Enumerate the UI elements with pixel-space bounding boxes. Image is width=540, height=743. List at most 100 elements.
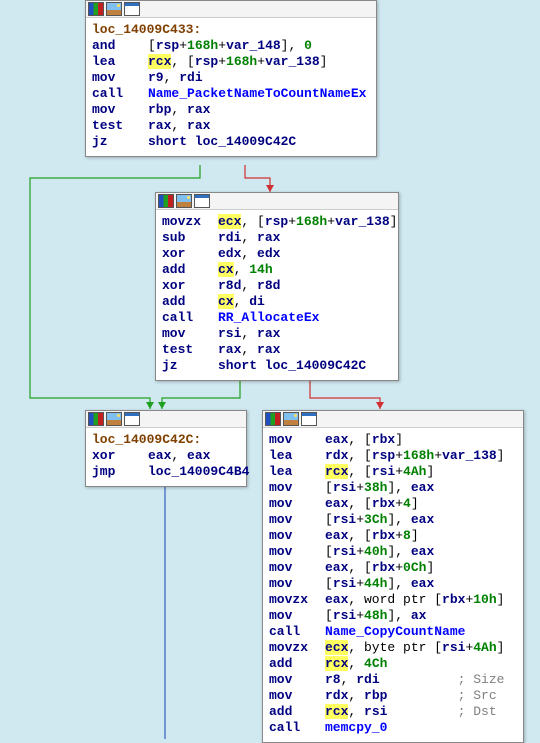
- operand-plain: , [: [348, 528, 371, 543]
- operand-reg: rsp: [265, 214, 288, 229]
- operand-num: 168h: [187, 38, 218, 53]
- mnemonic: add: [269, 656, 325, 672]
- operand-plain: , [: [171, 54, 194, 69]
- operand-plain: +: [257, 54, 265, 69]
- operand-plain: ,: [171, 448, 187, 463]
- operand-func: Name_CopyCountName: [325, 624, 465, 639]
- mnemonic: mov: [269, 576, 325, 592]
- asm-block[interactable]: movzxecx, [rsp+168h+var_138]subrdi, raxx…: [155, 192, 399, 381]
- operand-reg: rax: [218, 342, 241, 357]
- asm-line: movr9, rdi: [92, 70, 370, 86]
- operand-plain: +: [356, 480, 364, 495]
- operand-plain: ],: [387, 480, 410, 495]
- asm-line: mov[rsi+40h], eax: [269, 544, 517, 560]
- operand-reg: edx: [218, 246, 241, 261]
- mnemonic: xor: [162, 246, 218, 262]
- asm-line: movrsi, rax: [162, 326, 392, 342]
- operand-num: 4Ah: [473, 640, 496, 655]
- edge-arrow: [266, 185, 274, 192]
- photo-icon[interactable]: [176, 194, 192, 208]
- palette-icon[interactable]: [158, 194, 174, 208]
- operand-reg: eax: [411, 512, 434, 527]
- operand-plain: ,: [164, 70, 180, 85]
- operand-plain: +: [179, 38, 187, 53]
- operand-reg: eax: [187, 448, 210, 463]
- window-icon[interactable]: [194, 194, 210, 208]
- block-header[interactable]: [263, 411, 523, 428]
- operand-hl: rcx: [325, 704, 348, 719]
- operand-reg: rsp: [372, 448, 395, 463]
- asm-line: mov[rsi+38h], eax: [269, 480, 517, 496]
- photo-icon[interactable]: [283, 412, 299, 426]
- edge: [310, 378, 380, 409]
- photo-icon[interactable]: [106, 2, 122, 16]
- mnemonic: jmp: [92, 464, 148, 480]
- asm-line: leardx, [rsp+168h+var_138]: [269, 448, 517, 464]
- operand-plain: [: [148, 38, 156, 53]
- mnemonic: jz: [162, 358, 218, 374]
- block-header[interactable]: [156, 193, 398, 210]
- operand-plain: +: [395, 464, 403, 479]
- mnemonic: test: [162, 342, 218, 358]
- operand-plain: ,: [241, 342, 257, 357]
- palette-icon[interactable]: [88, 412, 104, 426]
- block-body: movzxecx, [rsp+168h+var_138]subrdi, raxx…: [156, 210, 398, 380]
- operand-plain: ,: [241, 246, 257, 261]
- operand-num: 4: [403, 496, 411, 511]
- asm-line: jzshort loc_14009C42C: [92, 134, 370, 150]
- palette-icon[interactable]: [265, 412, 281, 426]
- palette-icon[interactable]: [88, 2, 104, 16]
- block-header[interactable]: [86, 411, 246, 428]
- edge-arrow: [376, 402, 384, 409]
- operand-plain: +: [288, 214, 296, 229]
- asm-block[interactable]: loc_14009C42C:xoreax, eaxjmploc_14009C4B…: [85, 410, 247, 487]
- operand-reg: rax: [148, 118, 171, 133]
- mnemonic: mov: [92, 70, 148, 86]
- block-header[interactable]: [86, 1, 376, 18]
- photo-icon[interactable]: [106, 412, 122, 426]
- operand-reg: rdx: [325, 448, 348, 463]
- asm-line: subrdi, rax: [162, 230, 392, 246]
- operand-num: 0Ch: [403, 560, 426, 575]
- operand-num: 38h: [364, 480, 387, 495]
- asm-block[interactable]: moveax, [rbx]leardx, [rsp+168h+var_138]l…: [262, 410, 524, 743]
- mnemonic: mov: [269, 672, 325, 688]
- asm-block[interactable]: loc_14009C433:and[rsp+168h+var_148], 0le…: [85, 0, 377, 157]
- operand-plain: , word ptr [: [348, 592, 442, 607]
- operand-reg: eax: [325, 560, 348, 575]
- operand-plain: ]: [395, 432, 403, 447]
- operand-hl: ecx: [218, 214, 241, 229]
- operand-reg: rsi: [333, 608, 356, 623]
- mnemonic: mov: [269, 688, 325, 704]
- mnemonic: lea: [269, 448, 325, 464]
- window-icon[interactable]: [124, 2, 140, 16]
- operand-plain: ],: [387, 576, 410, 591]
- window-icon[interactable]: [124, 412, 140, 426]
- asm-line: movr8, rdi ; Size: [269, 672, 517, 688]
- edge-arrow: [158, 402, 166, 409]
- operand-reg: rax: [187, 102, 210, 117]
- operand-hl: rcx: [325, 464, 348, 479]
- mnemonic: mov: [92, 102, 148, 118]
- asm-line: callName_CopyCountName: [269, 624, 517, 640]
- block-body: loc_14009C42C:xoreax, eaxjmploc_14009C4B…: [86, 428, 246, 486]
- edge: [162, 378, 240, 409]
- asm-line: callRR_AllocateEx: [162, 310, 392, 326]
- operand-reg: ax: [411, 608, 427, 623]
- operand-func: Name_PacketNameToCountNameEx: [148, 86, 366, 101]
- mnemonic: call: [92, 86, 148, 102]
- operand-plain: , [: [348, 560, 371, 575]
- operand-reg: r8: [325, 672, 341, 687]
- operand-plain: ]: [497, 592, 505, 607]
- operand-plain: [: [325, 608, 333, 623]
- mnemonic: add: [162, 294, 218, 310]
- operand-plain: ],: [281, 38, 304, 53]
- operand-reg: eax: [325, 528, 348, 543]
- operand-reg: eax: [411, 480, 434, 495]
- comment: ; Dst: [458, 704, 497, 719]
- window-icon[interactable]: [301, 412, 317, 426]
- operand-reg: r8d: [218, 278, 241, 293]
- operand-plain: +: [395, 560, 403, 575]
- mnemonic: mov: [269, 608, 325, 624]
- block-body: loc_14009C433:and[rsp+168h+var_148], 0le…: [86, 18, 376, 156]
